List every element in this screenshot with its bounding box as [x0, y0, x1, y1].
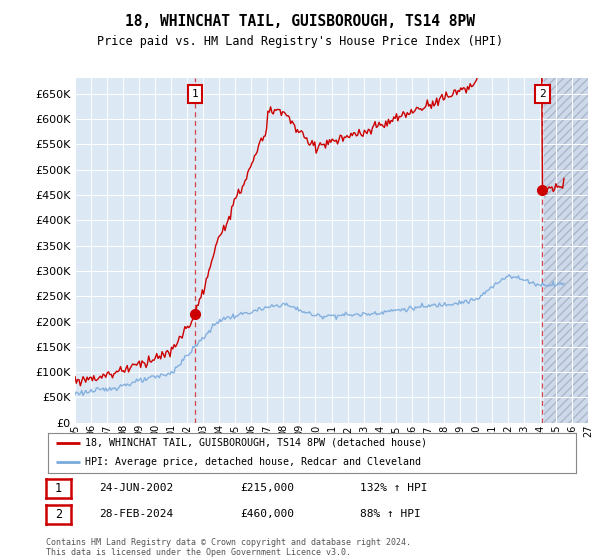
Text: 18, WHINCHAT TAIL, GUISBOROUGH, TS14 8PW (detached house): 18, WHINCHAT TAIL, GUISBOROUGH, TS14 8PW…: [85, 438, 427, 448]
Text: £460,000: £460,000: [240, 509, 294, 519]
Text: 1: 1: [55, 482, 62, 495]
Text: 132% ↑ HPI: 132% ↑ HPI: [360, 483, 427, 493]
Text: HPI: Average price, detached house, Redcar and Cleveland: HPI: Average price, detached house, Redc…: [85, 457, 421, 467]
Text: 28-FEB-2024: 28-FEB-2024: [99, 509, 173, 519]
Text: 2: 2: [55, 507, 62, 521]
Text: £215,000: £215,000: [240, 483, 294, 493]
Text: 24-JUN-2002: 24-JUN-2002: [99, 483, 173, 493]
Text: Price paid vs. HM Land Registry's House Price Index (HPI): Price paid vs. HM Land Registry's House …: [97, 35, 503, 48]
Text: Contains HM Land Registry data © Crown copyright and database right 2024.
This d: Contains HM Land Registry data © Crown c…: [46, 538, 410, 557]
Text: 18, WHINCHAT TAIL, GUISBOROUGH, TS14 8PW: 18, WHINCHAT TAIL, GUISBOROUGH, TS14 8PW: [125, 14, 475, 29]
Text: 1: 1: [191, 89, 198, 99]
Text: 2: 2: [539, 89, 546, 99]
Text: 88% ↑ HPI: 88% ↑ HPI: [360, 509, 421, 519]
